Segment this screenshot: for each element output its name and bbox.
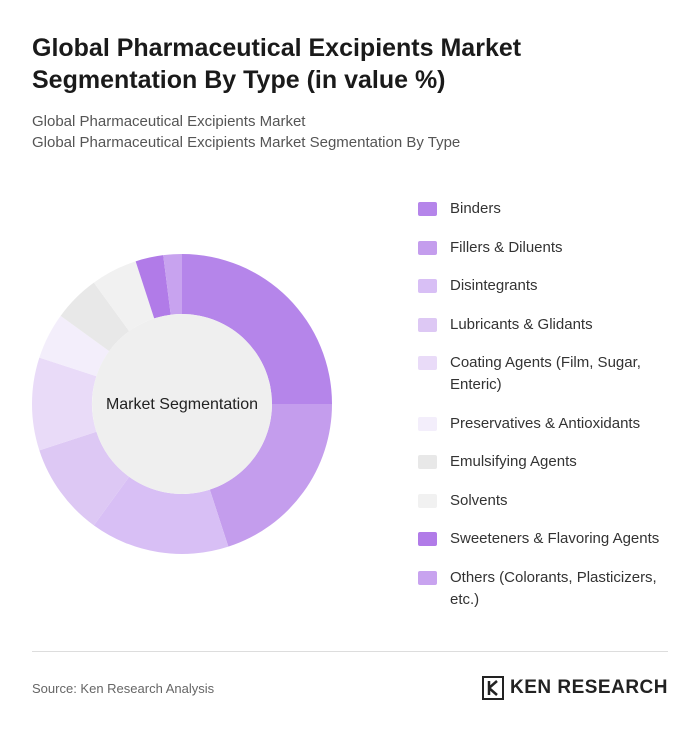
legend-swatch <box>418 317 437 332</box>
legend-swatch <box>418 532 437 546</box>
legend-swatch <box>418 279 437 293</box>
legend-item: Coating Agents (Film, Sugar, Enteric) <box>418 352 678 396</box>
legend-label: Others (Colorants, Plasticizers, etc.) <box>450 568 657 608</box>
legend-label: Preservatives & Antioxidants <box>450 414 641 432</box>
legend-item: Preservatives & Antioxidants <box>418 413 678 435</box>
donut-segment <box>39 315 110 377</box>
legend-label: Emulsifying Agents <box>450 453 577 470</box>
center-label: Market Segmentation <box>106 396 258 413</box>
logo-text: KEN RESEARCH <box>509 677 668 698</box>
logo-icon <box>481 676 504 700</box>
legend-swatch <box>418 416 437 431</box>
legend-swatch <box>418 356 437 370</box>
legend-swatch <box>418 455 437 469</box>
logo: KEN RESEARCH <box>481 676 668 700</box>
legend-item: Solvents <box>418 490 678 512</box>
subtitle: Global Pharmaceutical Excipients Market <box>32 113 306 130</box>
legend-label: Binders <box>450 200 501 217</box>
legend-item: Sweeteners & Flavoring Agents <box>418 528 678 550</box>
donut-hole <box>92 314 272 494</box>
legend-item: Binders <box>418 198 678 220</box>
donut-segment <box>163 254 182 315</box>
legend-swatch <box>418 570 437 585</box>
legend-label: Sweeteners & Flavoring Agents <box>450 530 660 547</box>
donut-segment <box>93 476 229 554</box>
legend-label: Lubricants & Glidants <box>450 315 593 333</box>
legend-swatch <box>418 202 437 216</box>
divider <box>32 651 668 652</box>
legend-item: Disintegrants <box>418 275 678 297</box>
legend-label: Disintegrants <box>450 277 538 294</box>
legend-item: Emulsifying Agents <box>418 451 678 473</box>
donut-segment <box>182 254 332 404</box>
legend-item: Others (Colorants, Plasticizers, etc.) <box>418 567 678 611</box>
donut-segment <box>209 404 332 547</box>
donut-segment <box>32 357 97 451</box>
legend-swatch <box>418 240 437 255</box>
subtitle: Global Pharmaceutical Excipients Market … <box>32 134 461 151</box>
legend-label: Coating Agents (Film, Sugar, Enteric) <box>450 354 641 393</box>
donut-segment <box>93 261 155 332</box>
donut-segment <box>39 431 130 526</box>
legend-label: Solvents <box>450 491 508 509</box>
legend-item: Fillers & Diluents <box>418 237 678 259</box>
donut-chart: Market Segmentation <box>32 254 332 554</box>
donut-segment <box>135 255 171 319</box>
donut-segment <box>60 282 130 352</box>
chart-title: Global Pharmaceutical Excipients Market … <box>32 34 522 94</box>
legend-item: Lubricants & Glidants <box>418 314 678 336</box>
legend-label: Fillers & Diluents <box>450 238 563 256</box>
legend: Binders Fillers & Diluents Disintegrants Lu… <box>418 198 678 611</box>
legend-swatch <box>418 493 437 508</box>
source: Source: Ken Research Analysis <box>32 681 215 696</box>
